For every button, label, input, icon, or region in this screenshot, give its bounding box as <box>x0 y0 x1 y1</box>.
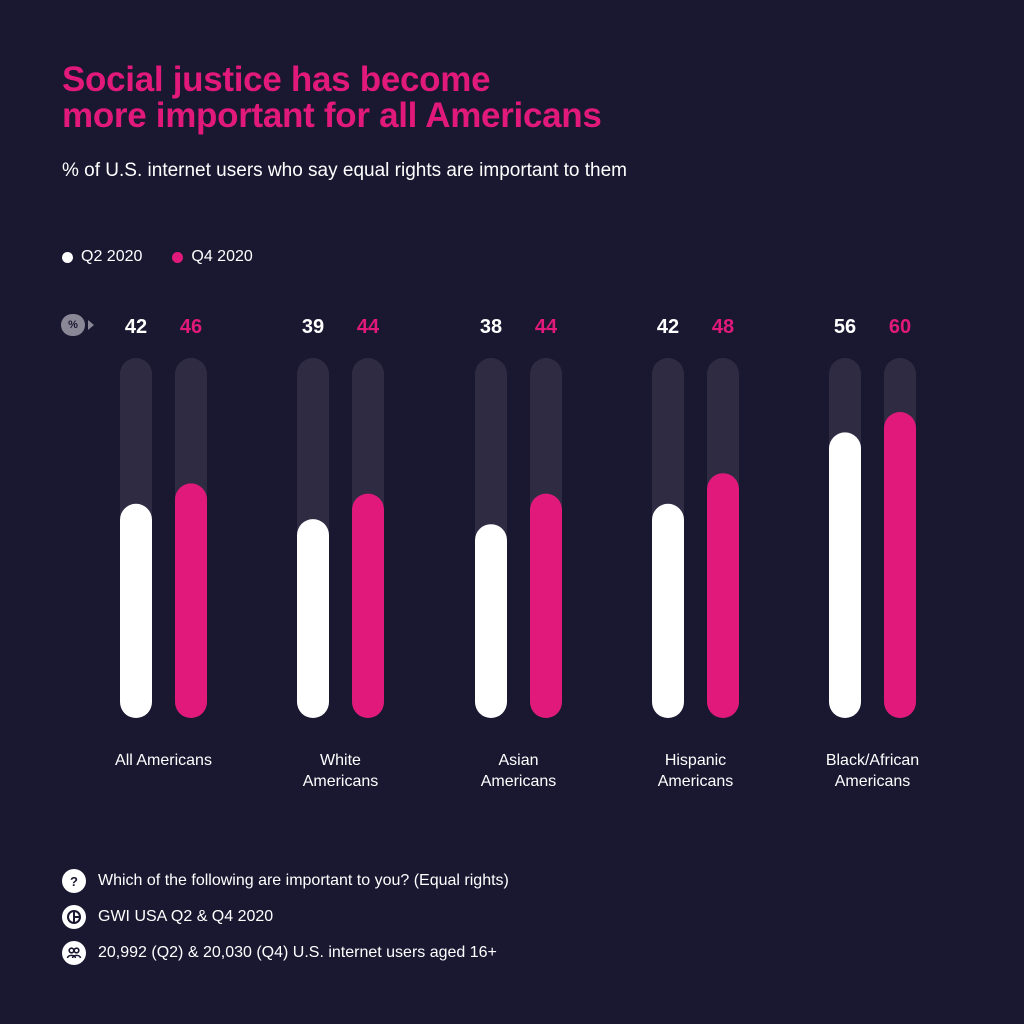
bar-q4 <box>530 493 562 718</box>
legend-swatch-q4 <box>172 251 184 263</box>
note-sample-text: 20,992 (Q2) & 20,030 (Q4) U.S. internet … <box>98 944 497 961</box>
category-label: Americans <box>658 773 734 790</box>
title-line-1: Social justice has become <box>62 60 491 99</box>
title-line-2: more important for all Americans <box>62 96 602 135</box>
note-sample: 20,992 (Q2) & 20,030 (Q4) U.S. internet … <box>62 935 509 971</box>
legend-label-q2: Q2 2020 <box>81 248 143 265</box>
bar-q2 <box>297 519 329 718</box>
bar-q2 <box>652 503 684 718</box>
source-icon <box>62 905 86 929</box>
category-label: Black/African <box>826 752 919 769</box>
value-label-q4: 44 <box>357 316 380 338</box>
bar-q2 <box>120 503 152 718</box>
bar-q2 <box>829 432 861 718</box>
category-label: Americans <box>303 773 379 790</box>
category-label: White <box>320 752 361 769</box>
bar-q4 <box>175 483 207 718</box>
chart-title: Social justice has become more important… <box>62 62 962 134</box>
bar-chart: 42 46 All Americans 39 44 White Americans 38 44 A… <box>115 316 919 790</box>
value-label-q4: 46 <box>180 316 202 338</box>
category-label: Asian <box>498 752 538 769</box>
bar-q4 <box>884 412 916 718</box>
category-label: All Americans <box>115 752 212 769</box>
value-label-q2: 39 <box>302 316 324 338</box>
category-label: Hispanic <box>665 752 726 769</box>
percent-badge: % <box>61 314 85 336</box>
note-question: ? Which of the following are important t… <box>62 863 509 899</box>
note-question-text: Which of the following are important to … <box>98 872 509 889</box>
chart-subtitle: % of U.S. internet users who say equal r… <box>62 160 627 181</box>
footnotes: ? Which of the following are important t… <box>62 863 509 971</box>
legend-swatch-q2 <box>62 251 73 263</box>
users-icon <box>62 941 86 965</box>
note-source: GWI USA Q2 & Q4 2020 <box>62 899 509 935</box>
percent-arrow-icon <box>88 320 94 330</box>
value-label-q2: 42 <box>657 316 679 338</box>
bar-q2 <box>475 524 507 718</box>
value-label-q4: 44 <box>535 316 558 338</box>
value-label-q2: 38 <box>480 316 502 338</box>
legend-item-q4: Q4 2020 <box>172 248 253 266</box>
value-label-q4: 48 <box>712 316 734 338</box>
value-label-q4: 60 <box>889 316 911 338</box>
value-label-q2: 42 <box>125 316 147 338</box>
question-icon: ? <box>62 869 86 893</box>
bar-q4 <box>707 473 739 718</box>
legend-item-q2: Q2 2020 <box>62 248 142 266</box>
category-label: Americans <box>481 773 557 790</box>
category-label: Americans <box>835 773 911 790</box>
bar-q4 <box>352 493 384 718</box>
value-label-q2: 56 <box>834 316 856 338</box>
legend-label-q4: Q4 2020 <box>191 248 253 265</box>
note-source-text: GWI USA Q2 & Q4 2020 <box>98 908 274 925</box>
legend: Q2 2020 Q4 2020 <box>62 248 253 266</box>
